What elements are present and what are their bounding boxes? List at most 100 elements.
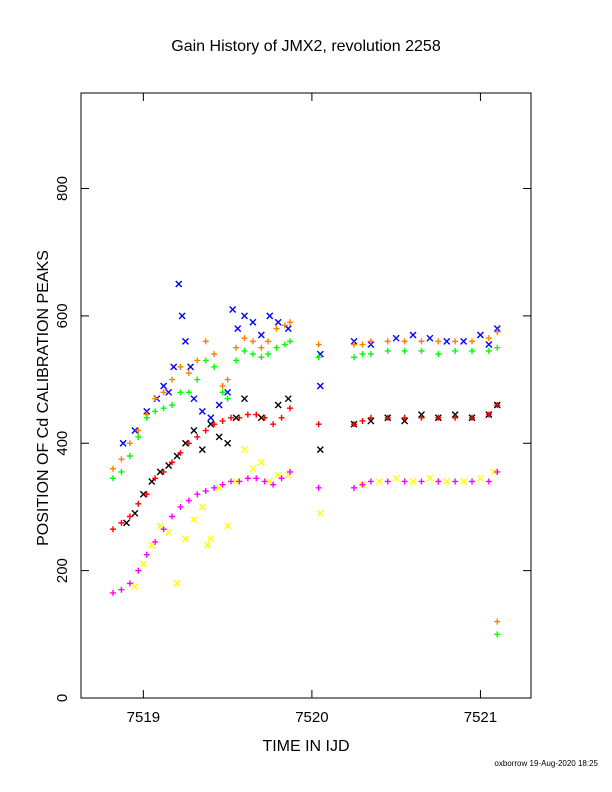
data-point — [443, 477, 451, 485]
data-point — [160, 389, 167, 396]
data-point — [494, 344, 501, 351]
y-tick-label: 200 — [54, 558, 71, 583]
data-point — [143, 407, 151, 415]
data-point — [126, 580, 133, 587]
data-point — [177, 389, 184, 396]
data-point — [198, 446, 206, 454]
data-point — [359, 417, 366, 424]
y-tick-label: 800 — [54, 176, 71, 201]
data-point — [435, 351, 442, 358]
data-point — [173, 579, 181, 587]
data-point — [409, 331, 417, 339]
data-point — [351, 484, 358, 491]
data-point — [139, 560, 147, 568]
data-point — [286, 319, 293, 326]
data-point — [401, 347, 408, 354]
data-point — [207, 535, 215, 543]
data-point — [392, 474, 400, 482]
data-point — [148, 541, 156, 549]
data-point — [156, 522, 164, 530]
data-point — [240, 312, 248, 320]
y-tick-label: 600 — [54, 303, 71, 328]
data-point — [367, 338, 374, 345]
data-point — [194, 433, 201, 440]
data-point — [152, 408, 159, 415]
data-point — [286, 405, 293, 412]
data-point — [490, 468, 498, 476]
data-point — [476, 331, 484, 339]
data-point — [273, 344, 280, 351]
data-point — [131, 427, 139, 435]
data-point — [460, 337, 468, 345]
data-point — [270, 421, 277, 428]
data-point — [266, 477, 274, 485]
data-point — [110, 465, 117, 472]
data-point — [359, 341, 366, 348]
data-point — [211, 363, 218, 370]
data-point — [258, 344, 265, 351]
plot-frame — [80, 92, 532, 699]
data-point — [316, 509, 324, 517]
data-point — [126, 513, 133, 520]
data-point — [265, 351, 272, 358]
data-point — [452, 338, 459, 345]
data-point — [143, 491, 150, 498]
data-point — [181, 535, 189, 543]
data-point — [485, 335, 492, 342]
data-point — [177, 363, 184, 370]
data-point — [281, 322, 288, 329]
data-point — [152, 395, 159, 402]
data-point — [469, 338, 476, 345]
data-point — [452, 347, 459, 354]
data-point — [202, 488, 209, 495]
data-point — [110, 589, 117, 596]
data-point — [278, 475, 285, 482]
data-point — [253, 411, 260, 418]
x-tick-label: 7521 — [464, 709, 497, 726]
data-point — [284, 395, 292, 403]
data-point — [187, 363, 195, 371]
data-point — [135, 433, 142, 440]
data-point — [232, 414, 240, 422]
data-point — [418, 338, 425, 345]
data-point — [351, 421, 358, 428]
data-point — [224, 388, 232, 396]
data-point — [485, 411, 492, 418]
data-point — [190, 516, 198, 524]
data-point — [211, 351, 218, 358]
data-point — [185, 440, 192, 447]
data-point — [375, 477, 383, 485]
x-tick-label: 7519 — [127, 709, 160, 726]
data-point — [417, 411, 425, 419]
data-point — [273, 325, 280, 332]
data-point — [118, 468, 125, 475]
data-point — [160, 405, 167, 412]
data-point — [460, 477, 468, 485]
data-point — [359, 351, 366, 358]
data-point — [426, 334, 434, 342]
data-point — [274, 318, 282, 326]
data-point — [219, 382, 226, 389]
data-point — [185, 389, 192, 396]
data-point — [240, 446, 248, 454]
data-point — [244, 475, 251, 482]
x-tick-label: 7520 — [295, 709, 328, 726]
chart-title: Gain History of JMX2, revolution 2258 — [171, 38, 441, 55]
x-axis-label: TIME IN IJD — [262, 738, 350, 755]
data-point — [224, 522, 232, 530]
data-point — [418, 478, 425, 485]
data-point — [249, 351, 256, 358]
data-point — [249, 465, 257, 473]
data-point — [215, 401, 223, 409]
data-point — [177, 449, 184, 456]
data-point — [160, 468, 167, 475]
data-point — [118, 586, 125, 593]
data-point — [202, 357, 209, 364]
data-point — [185, 370, 192, 377]
data-point — [401, 417, 409, 425]
data-point — [316, 382, 324, 390]
data-point — [257, 331, 265, 339]
data-point — [266, 312, 274, 320]
data-point — [175, 280, 183, 288]
data-point — [367, 414, 374, 421]
